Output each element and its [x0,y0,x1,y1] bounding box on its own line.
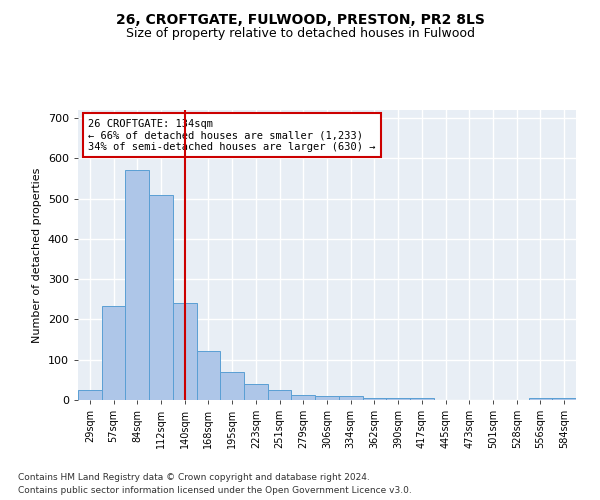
Bar [386,398,410,400]
Bar [529,398,552,400]
Bar [362,398,386,400]
Bar [78,390,102,400]
Text: Contains HM Land Registry data © Crown copyright and database right 2024.: Contains HM Land Registry data © Crown c… [18,474,370,482]
Bar [149,194,173,400]
Text: 26, CROFTGATE, FULWOOD, PRESTON, PR2 8LS: 26, CROFTGATE, FULWOOD, PRESTON, PR2 8LS [116,12,484,26]
Text: 26 CROFTGATE: 134sqm
← 66% of detached houses are smaller (1,233)
34% of semi-de: 26 CROFTGATE: 134sqm ← 66% of detached h… [88,118,376,152]
Text: Size of property relative to detached houses in Fulwood: Size of property relative to detached ho… [125,28,475,40]
Bar [102,306,125,400]
Bar [173,304,197,400]
Bar [410,398,434,400]
Bar [315,396,339,400]
Bar [220,372,244,400]
Bar [197,351,220,400]
Bar [244,384,268,400]
Text: Contains public sector information licensed under the Open Government Licence v3: Contains public sector information licen… [18,486,412,495]
Bar [125,170,149,400]
Bar [339,396,362,400]
Bar [268,390,292,400]
Bar [292,395,315,400]
Y-axis label: Number of detached properties: Number of detached properties [32,168,42,342]
Bar [552,398,576,400]
